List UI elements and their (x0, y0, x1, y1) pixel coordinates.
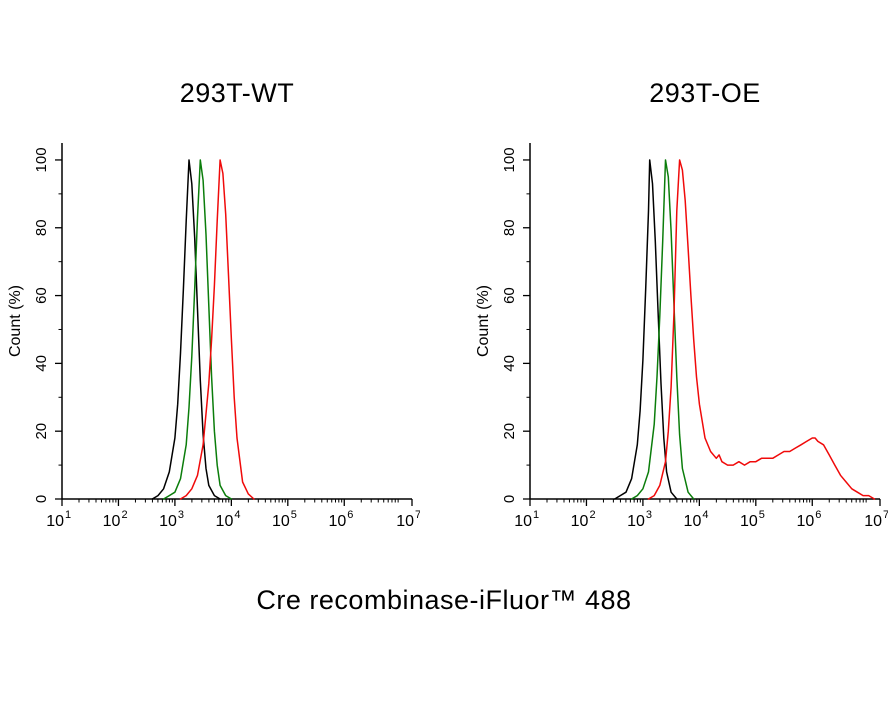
panel-293t-oe: 293T-OE 101102103104105106107.2020406080… (468, 78, 888, 551)
x-tick-label-base: 10 (272, 513, 290, 530)
panel-title-oe: 293T-OE (649, 78, 761, 108)
x-tick-label-exponent: 7.2 (883, 509, 888, 521)
chart-panels: 293T-WT 101102103104105106107.2020406080… (0, 78, 888, 551)
y-tick-label: 20 (501, 423, 518, 440)
panel-title-wt: 293T-WT (179, 78, 295, 108)
x-tick-label-base: 10 (328, 513, 346, 530)
x-tick-label-base: 10 (46, 513, 64, 530)
y-tick-label: 80 (33, 219, 50, 236)
y-tick-label: 20 (33, 423, 50, 440)
panel-293t-wt: 293T-WT 101102103104105106107.2020406080… (0, 78, 420, 551)
x-tick-label-exponent: 6 (347, 509, 353, 521)
x-tick-label-exponent: 5 (291, 509, 297, 521)
x-tick-label-exponent: 1 (533, 509, 539, 521)
x-tick-label-base: 10 (514, 513, 532, 530)
series-red-curve (647, 159, 876, 500)
x-tick-label-exponent: 2 (121, 509, 127, 521)
x-tick-label-exponent: 6 (815, 509, 821, 521)
x-tick-label-exponent: 7.2 (415, 509, 420, 521)
y-tick-label: 40 (501, 355, 518, 372)
x-tick-label-base: 10 (103, 513, 121, 530)
x-tick-label-exponent: 5 (759, 509, 765, 521)
y-tick-label: 100 (501, 147, 518, 172)
x-tick-label-exponent: 3 (646, 509, 652, 521)
y-tick-label: 40 (33, 355, 50, 372)
y-tick-label: 60 (33, 287, 50, 304)
y-tick-label: 0 (501, 495, 518, 503)
series-black-curve (151, 159, 221, 500)
x-axis-label: Cre recombinase-iFluor™ 488 (256, 585, 632, 615)
y-axis-label: Count (%) (475, 285, 492, 357)
series-red-curve (179, 159, 255, 500)
y-tick-label: 0 (33, 495, 50, 503)
y-tick-label: 100 (33, 147, 50, 172)
x-tick-label-base: 10 (396, 513, 414, 530)
flow-histogram-wt: 101102103104105106107.2020406080100Count… (7, 143, 420, 530)
x-tick-label-base: 10 (864, 513, 882, 530)
flow-histogram-oe: 101102103104105106107.2020406080100Count… (475, 143, 888, 530)
x-tick-label-base: 10 (796, 513, 814, 530)
x-tick-label-base: 10 (684, 513, 702, 530)
x-tick-label-exponent: 1 (65, 509, 71, 521)
x-tick-label-exponent: 4 (702, 509, 708, 521)
y-axis-label: Count (%) (7, 285, 24, 357)
x-tick-label-exponent: 2 (589, 509, 595, 521)
y-tick-label: 60 (501, 287, 518, 304)
x-tick-label-base: 10 (571, 513, 589, 530)
series-green-curve (162, 159, 233, 500)
x-tick-label-exponent: 4 (234, 509, 240, 521)
series-black-curve (613, 159, 678, 500)
series-green-curve (630, 159, 695, 500)
y-tick-label: 80 (501, 219, 518, 236)
x-tick-label-base: 10 (216, 513, 234, 530)
x-tick-label-exponent: 3 (178, 509, 184, 521)
x-tick-label-base: 10 (627, 513, 645, 530)
x-tick-label-base: 10 (740, 513, 758, 530)
x-tick-label-base: 10 (159, 513, 177, 530)
